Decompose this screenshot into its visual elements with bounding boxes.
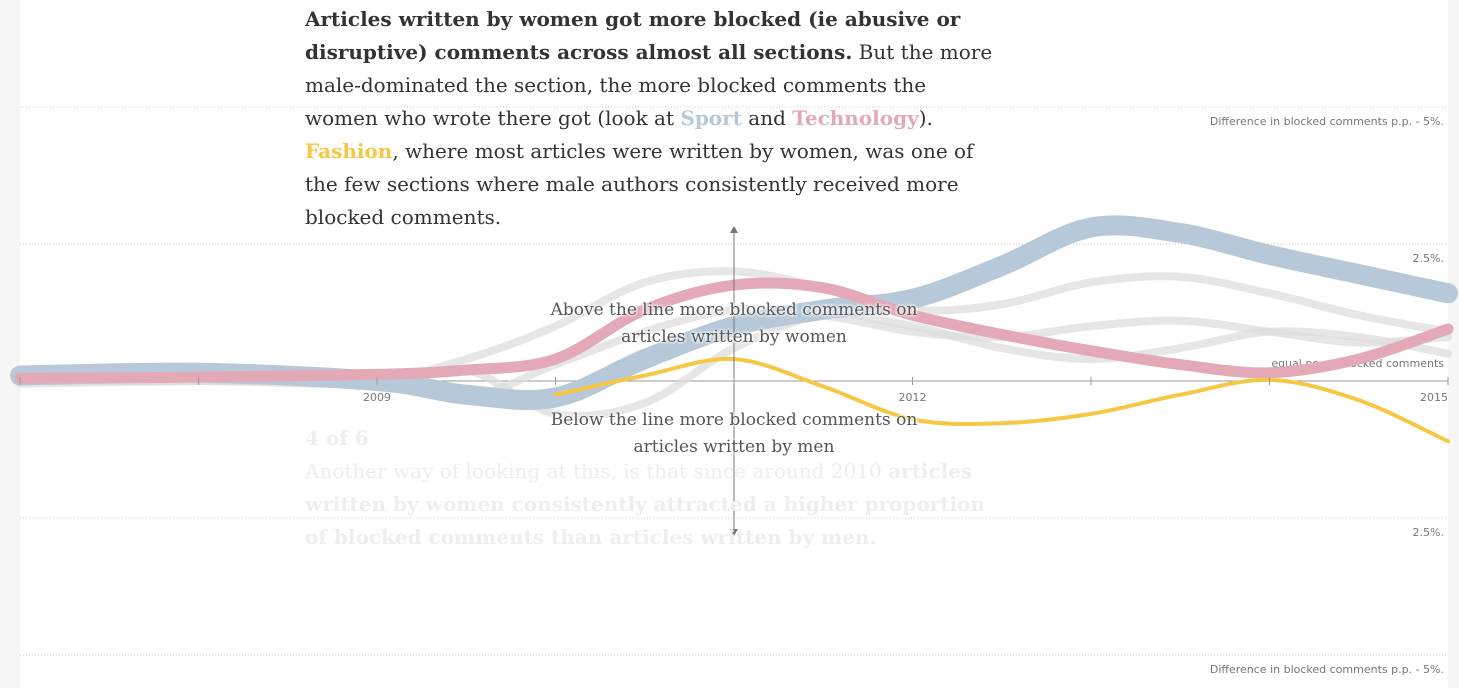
lead-bold: Articles written by women got more block… — [305, 7, 961, 64]
series-line — [553, 356, 1450, 444]
section-name: Sport — [680, 106, 742, 130]
lead-text: and — [741, 106, 793, 130]
next-text: Another way of looking at this, is that … — [305, 459, 889, 483]
section-name: Technology — [792, 106, 919, 130]
step-counter: 4 of 6 — [305, 426, 369, 450]
arrow-head — [730, 529, 738, 536]
y-tick-label: 2.5%. — [1413, 526, 1444, 539]
next-step: 4 of 6 Another way of looking at this, i… — [305, 422, 995, 554]
lead-text: ). — [918, 106, 933, 130]
x-tick-label: 2015 — [1420, 391, 1448, 404]
lead-text: , where most articles were written by wo… — [305, 139, 974, 229]
lead-text: But the more male-dominated the section,… — [305, 40, 993, 130]
series-line — [14, 277, 1454, 384]
lead-paragraph: Articles written by women got more block… — [305, 3, 995, 234]
y-tick-label: Difference in blocked comments p.p. - 5%… — [1210, 663, 1444, 676]
arrow-head — [730, 226, 738, 233]
y-tick-label: 2.5%. — [1413, 252, 1444, 265]
annotation: Above the line more blocked comments on … — [550, 300, 918, 347]
section-name: Fashion — [305, 139, 393, 163]
annotation: Below the line more blocked comments on … — [550, 410, 918, 457]
next-bold: articles written by women consistently a… — [305, 459, 985, 549]
x-tick-label: 2009 — [363, 391, 391, 404]
y-tick-label: Difference in blocked comments p.p. - 5%… — [1210, 115, 1444, 128]
x-tick-label: 2012 — [899, 391, 927, 404]
